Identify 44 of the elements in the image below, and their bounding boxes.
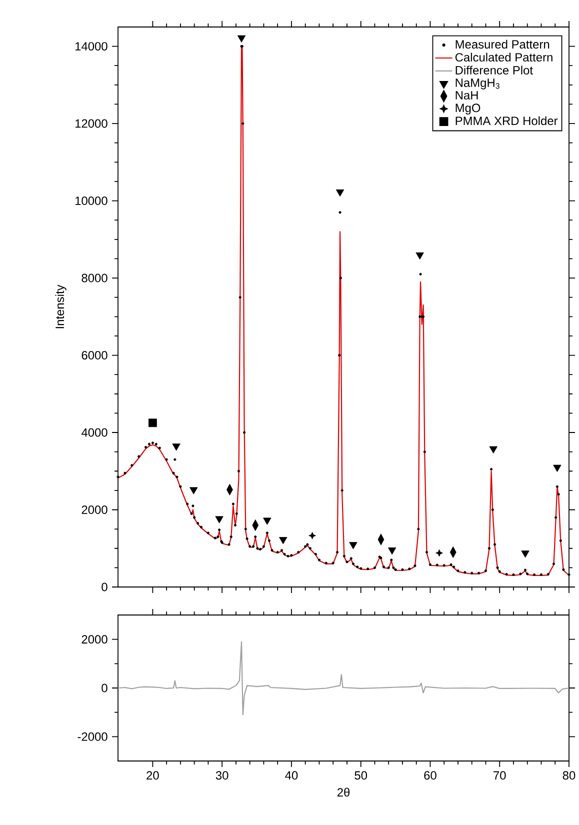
x-tick-label: 80 <box>562 771 576 780</box>
point <box>388 547 396 555</box>
y-tick-label: 8000 <box>82 274 108 282</box>
x-tick-label: 70 <box>494 771 506 780</box>
y-tick-label: 6000 <box>82 351 108 360</box>
y-tick-label: 4000 <box>82 428 108 437</box>
y-axis-title: Intensity <box>55 284 66 328</box>
point <box>436 549 443 557</box>
x-tick-label: 60 <box>424 771 436 780</box>
y-tick-label: 2000 <box>82 506 108 514</box>
legend-label: Calculated Pattern <box>455 52 552 62</box>
point <box>416 252 424 260</box>
y-tick-label: 14000 <box>75 42 108 51</box>
point <box>215 516 224 524</box>
point <box>349 542 358 550</box>
point <box>489 446 498 454</box>
x-tick-label: 40 <box>285 771 298 780</box>
x-axis-title: 2θ <box>337 788 350 797</box>
point <box>308 532 316 540</box>
point <box>336 189 344 197</box>
y-tick-label: 2000 <box>82 635 108 644</box>
legend-label: MgO <box>456 104 480 115</box>
legend-label: NaH <box>456 91 478 100</box>
legend-label: PMMA XRD Holder <box>456 116 558 126</box>
line-series <box>117 641 570 716</box>
x-tick-label: 50 <box>354 771 368 780</box>
point <box>190 487 198 494</box>
point <box>521 550 530 558</box>
point <box>172 444 180 451</box>
legend-label: Measured Pattern <box>456 40 550 49</box>
point <box>263 518 272 525</box>
y-tick-label: 12000 <box>75 119 108 128</box>
point <box>237 35 246 42</box>
legend-label: NaMgH$_{3}$ <box>456 78 500 90</box>
y-tick-label: 0 <box>102 582 108 592</box>
x-tick-label: 20 <box>146 771 159 780</box>
y-tick-label: 10000 <box>75 196 108 206</box>
y-tick-label: 0 <box>102 684 108 692</box>
point <box>553 464 562 472</box>
y-tick-label: -2000 <box>78 732 108 741</box>
x-tick-label: 30 <box>216 771 228 780</box>
point <box>148 418 157 428</box>
point <box>279 537 288 544</box>
text: Difference Plot <box>456 66 533 74</box>
